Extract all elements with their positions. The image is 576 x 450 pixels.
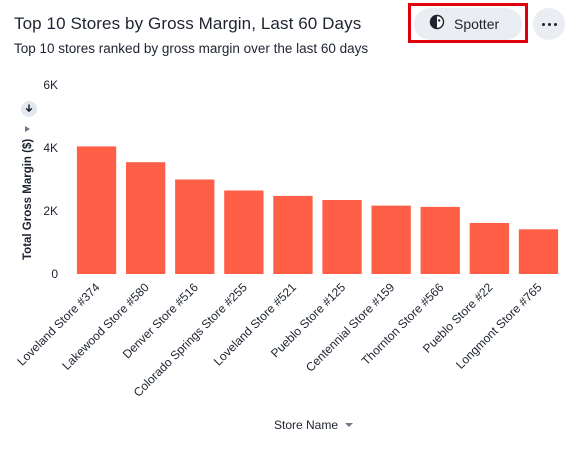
arrow-down-icon bbox=[24, 100, 34, 118]
more-options-icon bbox=[540, 22, 558, 26]
chevron-down-icon bbox=[345, 423, 354, 427]
y-axis-menu-caret-icon[interactable] bbox=[25, 126, 30, 132]
bar[interactable] bbox=[469, 223, 509, 274]
bar[interactable] bbox=[420, 206, 460, 274]
x-tick-label: Thornton Store #566 bbox=[359, 280, 447, 368]
x-tick-label: Lakewood Store #580 bbox=[59, 280, 152, 373]
bar[interactable] bbox=[371, 205, 411, 274]
bar[interactable] bbox=[273, 195, 313, 274]
bar[interactable] bbox=[126, 162, 166, 274]
y-tick-label: 4K bbox=[43, 141, 58, 155]
x-tick-label: Loveland Store #521 bbox=[211, 280, 299, 368]
spotter-highlight-frame bbox=[408, 3, 528, 43]
bar[interactable] bbox=[518, 229, 559, 274]
x-tick-label: Loveland Store #374 bbox=[14, 280, 102, 368]
spotter-icon bbox=[429, 14, 445, 35]
y-tick-label: 2K bbox=[43, 204, 58, 218]
spotter-button[interactable]: Spotter bbox=[414, 8, 522, 40]
x-axis-title: Store Name bbox=[274, 418, 339, 432]
y-tick-label: 6K bbox=[43, 78, 58, 92]
y-axis-sort-button[interactable] bbox=[21, 101, 37, 117]
x-axis-title-button[interactable]: Store Name bbox=[274, 418, 354, 432]
bar[interactable] bbox=[322, 200, 362, 274]
chart-subtitle: Top 10 stores ranked by gross margin ove… bbox=[14, 41, 369, 56]
bar[interactable] bbox=[175, 179, 215, 275]
x-tick-label: Centennial Store #159 bbox=[303, 280, 398, 375]
y-tick-label: 0 bbox=[51, 267, 58, 281]
spotter-button-label: Spotter bbox=[454, 16, 500, 32]
chart-title: Top 10 Stores by Gross Margin, Last 60 D… bbox=[14, 14, 362, 33]
bar[interactable] bbox=[76, 146, 117, 274]
more-options-button[interactable] bbox=[533, 8, 565, 40]
x-tick-label: Longmont Store #765 bbox=[453, 280, 545, 372]
bar[interactable] bbox=[224, 190, 264, 275]
